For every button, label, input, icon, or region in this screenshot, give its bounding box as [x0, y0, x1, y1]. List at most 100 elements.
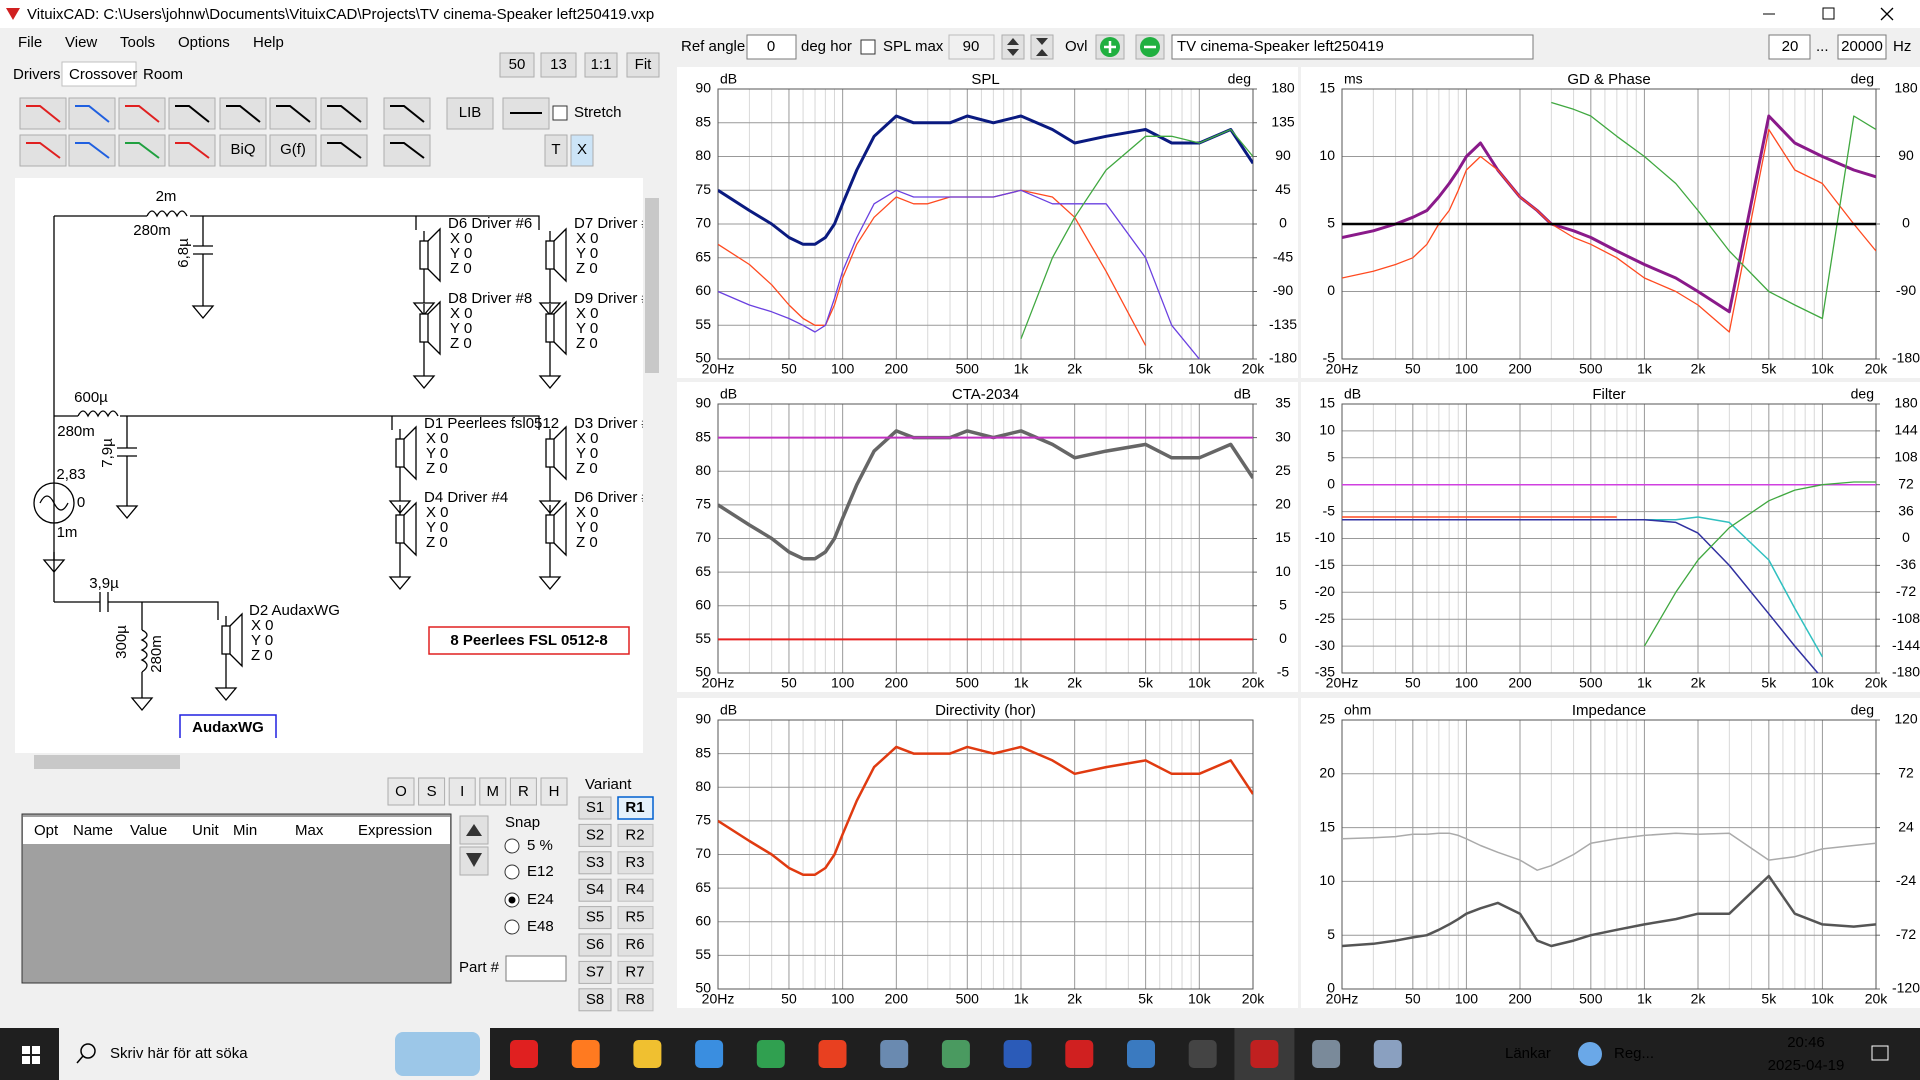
part-tool-button[interactable] — [540, 777, 568, 806]
taskbar-app[interactable] — [1188, 1040, 1217, 1068]
variant-r[interactable] — [617, 988, 654, 1012]
snap-radio[interactable] — [504, 838, 520, 854]
y-tick-label: 10 — [1319, 147, 1335, 163]
zoom-button[interactable] — [626, 52, 660, 78]
part-tool-button[interactable] — [418, 777, 446, 806]
x-tick-label: 2k — [1691, 991, 1707, 1007]
taskbar-app[interactable] — [510, 1040, 538, 1068]
zoom-button[interactable] — [584, 52, 618, 78]
variant-s[interactable] — [578, 878, 612, 902]
tool-button[interactable] — [320, 97, 368, 130]
ref-angle-input[interactable] — [746, 34, 797, 60]
collapse-button[interactable] — [1030, 34, 1054, 60]
taskbar-app[interactable] — [818, 1040, 847, 1068]
fmax-input[interactable] — [1837, 34, 1887, 60]
tool-button[interactable] — [320, 134, 368, 167]
ground — [412, 295, 436, 317]
restore-button[interactable] — [1822, 7, 1835, 20]
variant-r[interactable] — [617, 823, 654, 847]
taskbar-app[interactable] — [633, 1040, 662, 1068]
y2-tick-label: 180 — [1271, 80, 1295, 96]
driver-symbol[interactable] — [545, 313, 555, 343]
taskbar-app[interactable] — [1250, 1040, 1279, 1068]
variant-s[interactable] — [578, 988, 612, 1012]
variant-s[interactable] — [578, 960, 612, 984]
tool-button[interactable] — [269, 97, 317, 130]
driver-symbol[interactable] — [395, 514, 405, 544]
driver-symbol[interactable] — [221, 625, 231, 655]
chart-title: SPL — [971, 71, 999, 88]
spl-max-checkbox[interactable] — [860, 39, 876, 55]
variant-r[interactable] — [617, 878, 654, 902]
start-button[interactable] — [22, 1046, 40, 1064]
driver-symbol[interactable] — [419, 240, 429, 270]
zoom-button[interactable] — [499, 52, 535, 78]
taskbar-app[interactable] — [1003, 1040, 1032, 1068]
driver-symbol[interactable] — [419, 313, 429, 343]
variant-s[interactable] — [578, 823, 612, 847]
driver-symbol[interactable] — [395, 438, 405, 468]
driver-symbol[interactable] — [545, 240, 555, 270]
variant-s[interactable] — [578, 906, 612, 930]
driver-cone — [427, 300, 441, 356]
snap-radio[interactable] — [504, 919, 520, 935]
tab-active[interactable] — [61, 61, 137, 87]
tool-button[interactable] — [219, 97, 267, 130]
part-tool-button[interactable] — [387, 777, 415, 806]
tool-button[interactable] — [544, 134, 568, 167]
h-scroll-thumb[interactable] — [34, 755, 180, 769]
fmin-input[interactable] — [1768, 34, 1811, 60]
tool-button[interactable] — [383, 97, 431, 130]
tool-button[interactable] — [168, 134, 216, 167]
tool-button[interactable] — [269, 134, 317, 167]
tool-button[interactable] — [68, 97, 116, 130]
variant-r[interactable] — [617, 933, 654, 957]
tool-button[interactable] — [118, 134, 166, 167]
taskbar-app[interactable] — [880, 1040, 909, 1068]
tool-button[interactable] — [168, 97, 216, 130]
notification-icon[interactable] — [1871, 1045, 1889, 1061]
close-button[interactable] — [1880, 7, 1894, 21]
variant-s[interactable] — [578, 933, 612, 957]
chart-panel: 20Hz 50 100 200 500 1k 2k 5k 10k 20k5055606570758… — [677, 382, 1298, 692]
stretch-checkbox[interactable] — [552, 105, 568, 121]
schematic-area[interactable] — [15, 178, 643, 753]
variant-r[interactable] — [617, 796, 654, 820]
tool-button[interactable] — [446, 97, 494, 130]
zoom-button[interactable] — [540, 52, 577, 78]
taskbar-app[interactable] — [1373, 1040, 1402, 1068]
name-input[interactable] — [1171, 34, 1534, 60]
taskbar-app[interactable] — [1312, 1040, 1341, 1068]
variant-s[interactable] — [578, 796, 612, 820]
spin-button[interactable] — [1001, 34, 1025, 60]
taskbar-app[interactable] — [695, 1040, 724, 1068]
driver-symbol[interactable] — [545, 438, 555, 468]
variant-r[interactable] — [617, 851, 654, 875]
variant-s[interactable] — [578, 851, 612, 875]
driver-coord: Y 0 — [576, 245, 598, 262]
driver-symbol[interactable] — [545, 514, 555, 544]
spl-max-input[interactable] — [948, 34, 995, 60]
move-down[interactable] — [459, 846, 489, 876]
taskbar-app[interactable] — [571, 1040, 600, 1068]
v-scroll-thumb[interactable] — [645, 198, 659, 373]
part-tool-button[interactable] — [509, 777, 537, 806]
snap-radio[interactable] — [504, 864, 520, 880]
variant-r[interactable] — [617, 906, 654, 930]
taskbar-app[interactable] — [1065, 1040, 1094, 1068]
tool-button[interactable] — [570, 134, 594, 167]
tool-button[interactable] — [19, 97, 67, 130]
tool-button[interactable] — [383, 134, 431, 167]
taskbar-app[interactable] — [756, 1040, 785, 1068]
tool-button[interactable] — [68, 134, 116, 167]
tool-button[interactable] — [219, 134, 267, 167]
part-input[interactable] — [505, 955, 567, 982]
taskbar-app[interactable] — [941, 1040, 970, 1068]
part-tool-button[interactable] — [479, 777, 507, 806]
driver-cone — [229, 612, 243, 668]
variant-r[interactable] — [617, 960, 654, 984]
tool-button[interactable] — [118, 97, 166, 130]
taskbar-app[interactable] — [1127, 1040, 1155, 1068]
tool-button[interactable] — [19, 134, 67, 167]
part-tool-button[interactable] — [448, 777, 476, 806]
